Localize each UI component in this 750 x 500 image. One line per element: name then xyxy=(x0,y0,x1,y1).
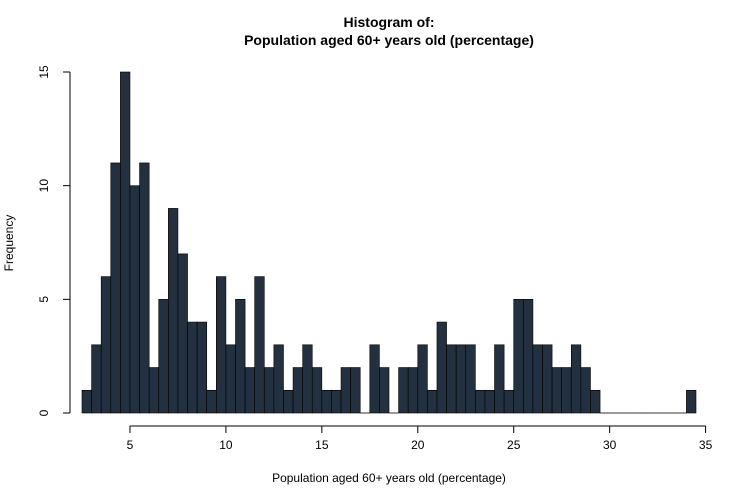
histogram-bar xyxy=(580,367,591,414)
histogram-bar xyxy=(503,389,515,414)
histogram-bar xyxy=(561,367,572,414)
histogram-bar xyxy=(177,253,188,414)
histogram-bar xyxy=(168,208,179,414)
histogram-bar xyxy=(196,321,208,414)
histogram-bar xyxy=(494,344,505,414)
histogram-bars xyxy=(81,71,697,414)
x-tick-label: 35 xyxy=(699,438,713,452)
histogram-bar xyxy=(551,367,562,414)
y-tick-label: 5 xyxy=(37,296,51,303)
histogram-bar xyxy=(513,299,524,414)
x-tick-label: 15 xyxy=(315,438,329,452)
x-tick-label: 30 xyxy=(603,438,617,452)
histogram-bar xyxy=(407,367,419,414)
histogram-bar xyxy=(292,367,303,414)
histogram-bar xyxy=(81,389,92,414)
x-tick-label: 20 xyxy=(411,438,425,452)
histogram-bar xyxy=(570,344,582,414)
histogram-bar xyxy=(235,299,246,414)
histogram-bar xyxy=(475,389,486,414)
histogram-bar xyxy=(446,344,457,414)
y-tick-label: 0 xyxy=(37,409,51,416)
histogram-bar xyxy=(311,367,323,414)
y-tick-label: 10 xyxy=(37,179,51,193)
histogram-bar xyxy=(398,367,409,414)
histogram-bar xyxy=(484,389,495,414)
histogram-bar xyxy=(216,276,227,414)
histogram-bar xyxy=(542,344,553,414)
histogram-bar xyxy=(465,344,476,414)
histogram-bar xyxy=(273,344,284,414)
x-tick-label: 10 xyxy=(219,438,233,452)
histogram-bar xyxy=(283,389,294,414)
histogram-bar xyxy=(129,185,140,414)
y-tick-label: 15 xyxy=(37,65,51,79)
x-tick-label: 5 xyxy=(127,438,134,452)
x-axis-label: Population aged 60+ years old (percentag… xyxy=(272,471,506,485)
histogram-bar xyxy=(206,389,217,414)
histogram-bar xyxy=(110,162,121,414)
chart-title-line1: Histogram of: xyxy=(344,14,435,30)
histogram-bar xyxy=(350,367,361,414)
histogram-bar xyxy=(225,344,236,414)
histogram-bar xyxy=(340,367,351,414)
histogram-bar xyxy=(244,367,255,414)
histogram-bar xyxy=(436,321,447,414)
histogram-bar xyxy=(120,71,131,414)
histogram-bar xyxy=(139,162,150,414)
histogram-bar xyxy=(91,344,102,414)
histogram-bar xyxy=(321,389,332,414)
histogram-bar xyxy=(331,389,342,414)
histogram-bar xyxy=(455,344,467,414)
chart-title-line2: Population aged 60+ years old (percentag… xyxy=(244,32,534,48)
histogram-bar xyxy=(254,276,265,414)
histogram-bar xyxy=(417,344,428,414)
histogram-bar xyxy=(148,367,160,414)
x-axis: 5 10 15 20 25 30 35 xyxy=(127,425,713,452)
histogram-bar xyxy=(302,344,313,414)
histogram-bar xyxy=(686,389,697,414)
histogram-bar xyxy=(100,276,112,414)
histogram-bar xyxy=(590,389,601,414)
histogram-bar xyxy=(369,344,380,414)
histogram-bar xyxy=(187,321,198,414)
histogram-bar xyxy=(532,344,543,414)
histogram-bar xyxy=(523,299,534,414)
y-axis: 0 5 10 15 xyxy=(37,65,71,416)
y-axis-label: Frequency xyxy=(2,215,16,272)
histogram-bar xyxy=(427,389,438,414)
histogram-bar xyxy=(379,367,390,414)
histogram-bar xyxy=(158,299,169,414)
x-tick-label: 25 xyxy=(507,438,521,452)
histogram-bar xyxy=(263,367,275,414)
